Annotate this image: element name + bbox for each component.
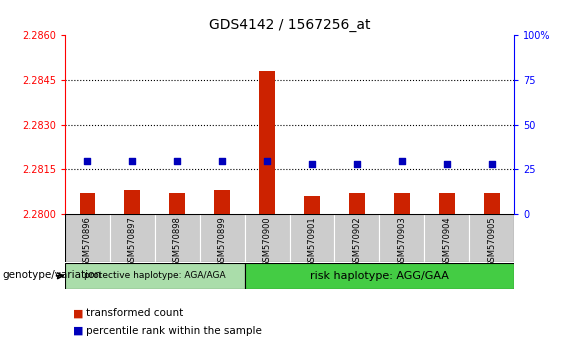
Bar [170,193,185,214]
Point [397,158,406,164]
Point [173,158,182,164]
Point [353,161,362,167]
Bar [245,214,289,262]
Text: ■: ■ [73,326,84,336]
Bar [200,214,245,262]
Point [128,158,137,164]
Bar [65,263,245,289]
Bar [424,214,469,262]
Text: percentile rank within the sample: percentile rank within the sample [86,326,262,336]
Text: transformed count: transformed count [86,308,183,318]
Bar [439,193,455,214]
Point [442,161,451,167]
Text: GSM570897: GSM570897 [128,216,137,267]
Bar [259,71,275,214]
Text: GSM570902: GSM570902 [353,216,362,267]
Bar [65,214,110,262]
Bar [214,190,230,214]
Point [307,161,316,167]
Bar [349,193,365,214]
Bar [394,193,410,214]
Text: protective haplotype: AGA/AGA: protective haplotype: AGA/AGA [84,271,225,280]
Bar [380,214,424,262]
Bar [80,193,95,214]
Point [487,161,496,167]
Bar [304,196,320,214]
Bar [124,190,140,214]
Bar [289,214,334,262]
Text: GSM570898: GSM570898 [173,216,182,267]
Title: GDS4142 / 1567256_at: GDS4142 / 1567256_at [209,18,370,32]
Text: GSM570905: GSM570905 [487,216,496,267]
Text: ■: ■ [73,308,84,318]
Text: GSM570903: GSM570903 [397,216,406,267]
Text: GSM570899: GSM570899 [218,216,227,267]
Bar [110,214,155,262]
Point [263,158,272,164]
Text: GSM570896: GSM570896 [83,216,92,267]
Bar [245,263,514,289]
Text: GSM570904: GSM570904 [442,216,451,267]
Text: genotype/variation: genotype/variation [3,270,102,280]
Text: risk haplotype: AGG/GAA: risk haplotype: AGG/GAA [310,271,449,281]
Point [218,158,227,164]
Point [83,158,92,164]
Bar [469,214,514,262]
Text: GSM570901: GSM570901 [307,216,316,267]
Bar [334,214,380,262]
Bar [484,193,499,214]
Bar [155,214,200,262]
Text: GSM570900: GSM570900 [263,216,272,267]
